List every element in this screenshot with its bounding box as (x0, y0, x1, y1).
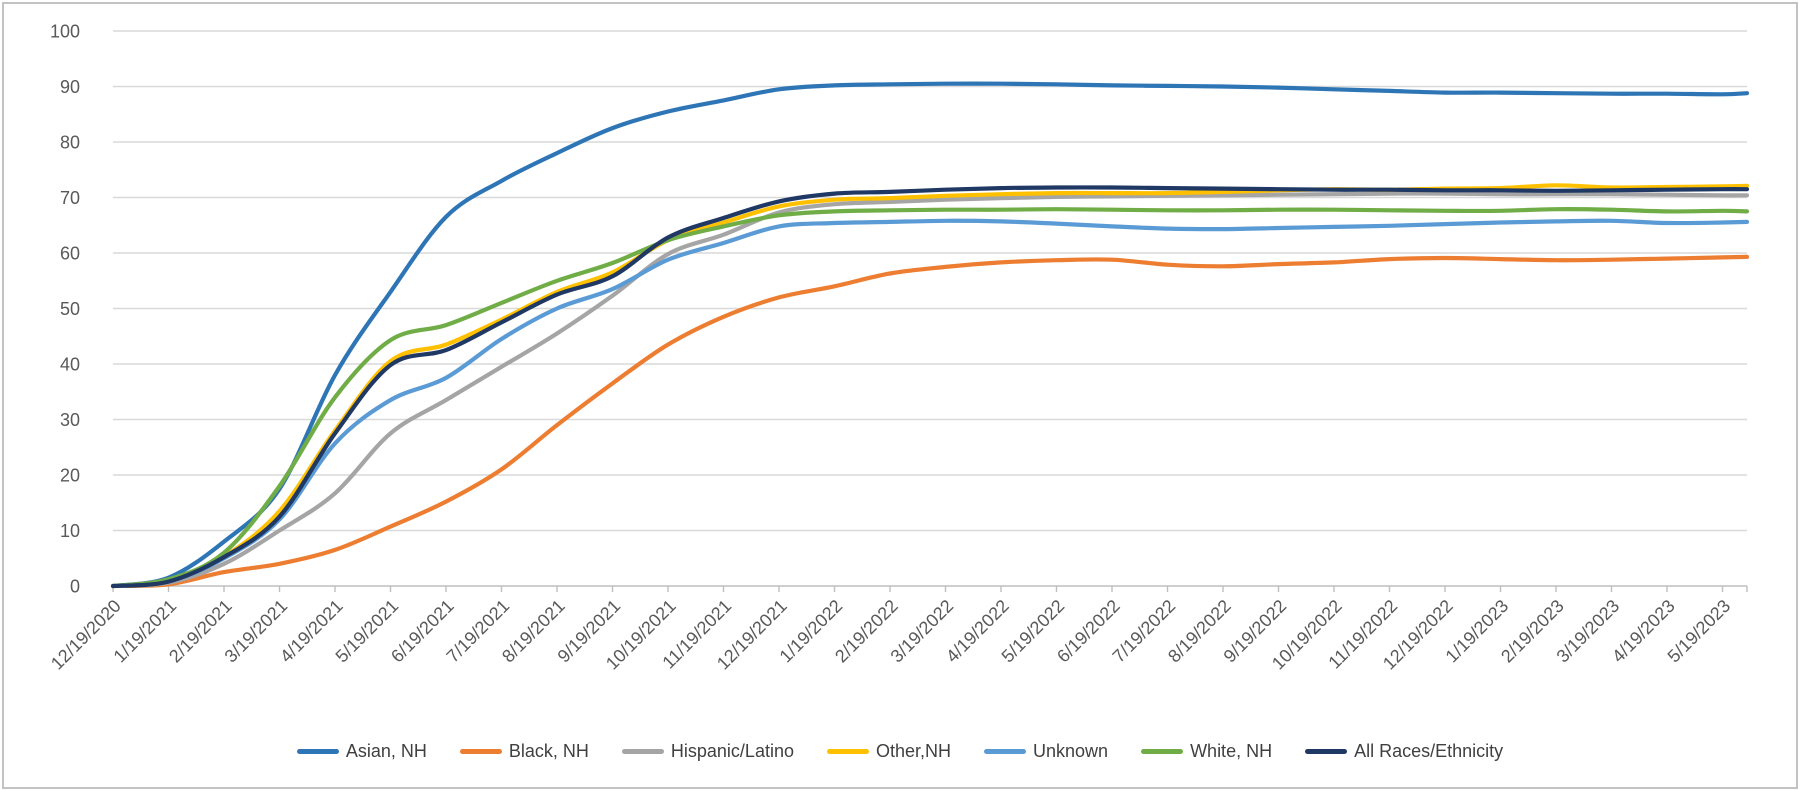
legend-item-white-nh: White, NH (1141, 741, 1272, 762)
y-axis-tick-label: 80 (60, 132, 80, 152)
legend-swatch-all-races-ethnicity (1305, 749, 1348, 754)
legend-swatch-asian-nh (296, 749, 339, 754)
legend-item-unknown: Unknown (984, 741, 1108, 762)
legend-swatch-white-nh (1141, 749, 1184, 754)
legend-item-asian-nh: Asian, NH (296, 741, 427, 762)
x-axis-tick-label: 12/19/2020 (47, 596, 125, 674)
legend-label-white-nh: White, NH (1190, 741, 1273, 761)
y-axis-tick-label: 60 (60, 243, 80, 263)
y-axis-tick-label: 50 (60, 299, 80, 319)
y-axis-tick-label: 100 (50, 21, 80, 41)
legend-item-other-nh: Other,NH (826, 741, 952, 762)
legend-label-other-nh: Other,NH (875, 741, 952, 761)
series-line-black-nh (110, 254, 1750, 589)
series-line-asian-nh (110, 81, 1750, 589)
legend-item-black-nh: Black, NH (459, 741, 589, 762)
chart-legend: Asian, NH Black, NH Hispanic/Latino Other,N… (0, 741, 1800, 762)
legend-item-all-races-ethnicity: All Races/Ethnicity (1305, 741, 1503, 762)
legend-item-hispanic-latino: Hispanic/Latino (621, 741, 794, 762)
y-axis-tick-label: 70 (60, 188, 80, 208)
legend-label-asian-nh: Asian, NH (345, 741, 427, 761)
y-axis-tick-label: 20 (60, 465, 80, 485)
series-line-unknown (110, 218, 1750, 589)
legend-swatch-black-nh (459, 749, 502, 754)
legend-swatch-hispanic-latino (621, 749, 664, 754)
series-line-other-nh (110, 183, 1750, 589)
y-axis-tick-label: 10 (60, 521, 80, 541)
series-line-hispanic-latino (110, 191, 1750, 589)
y-axis-tick-label: 90 (60, 77, 80, 97)
legend-label-all-races-ethnicity: All Races/Ethnicity (1354, 741, 1504, 761)
y-axis-tick-label: 40 (60, 354, 80, 374)
legend-label-unknown: Unknown (1033, 741, 1109, 761)
legend-label-hispanic-latino: Hispanic/Latino (670, 741, 794, 761)
series-line-all-races-ethnicity (110, 185, 1750, 589)
y-axis-tick-label: 30 (60, 410, 80, 430)
series-line-white-nh (110, 207, 1750, 589)
y-axis-tick-label: 0 (70, 576, 80, 596)
legend-swatch-other-nh (826, 749, 869, 754)
legend-label-black-nh: Black, NH (508, 741, 589, 761)
legend-swatch-unknown (984, 749, 1027, 754)
